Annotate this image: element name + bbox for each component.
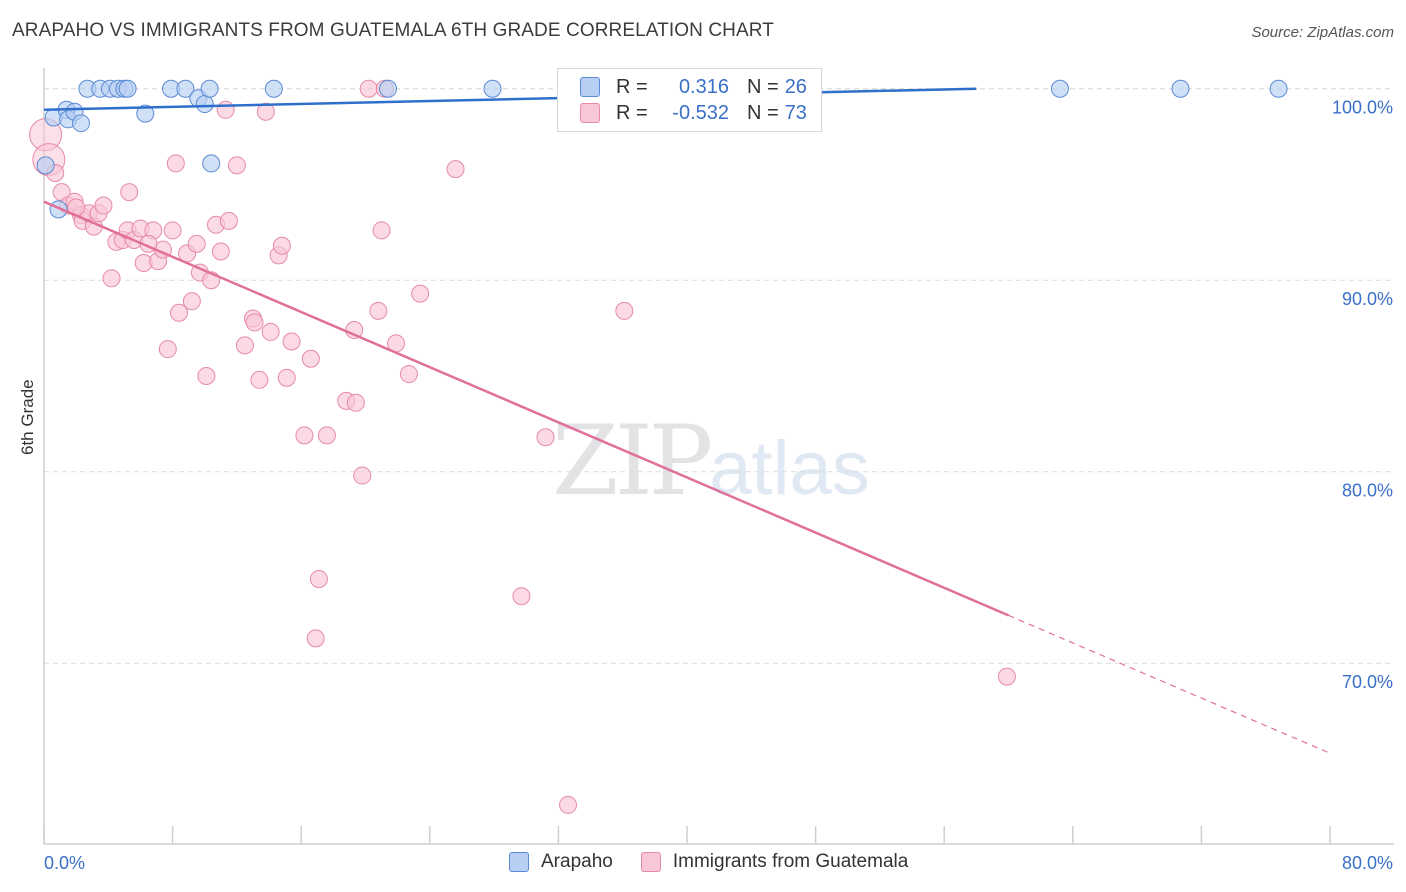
chart-title: ARAPAHO VS IMMIGRANTS FROM GUATEMALA 6TH… (12, 20, 774, 41)
guatemala-point (102, 269, 121, 288)
guatemala-point (211, 242, 230, 261)
arapaho-point (483, 79, 502, 98)
guatemala-point (615, 301, 634, 320)
guatemala-point (317, 426, 336, 445)
legend-r-value: -0.532 (672, 101, 729, 124)
guatemala-point (216, 100, 235, 119)
guatemala-point (446, 160, 465, 179)
legend-item-guatemala[interactable]: Immigrants from Guatemala (640, 851, 909, 873)
source-label: Source: ZipAtlas.com (1251, 24, 1394, 41)
tick-labels: 70.0% 80.0% 90.0% 100.0% 0.0% 80.0% (44, 98, 1393, 873)
arapaho-point (36, 156, 55, 175)
guatemala-point (261, 322, 280, 341)
guatemala-points (29, 79, 1016, 814)
y-axis-title: 6th Grade (18, 379, 37, 455)
guatemala-point (372, 221, 391, 240)
guatemala-point (301, 349, 320, 368)
guatemala-point (282, 332, 301, 351)
arapaho-point (195, 95, 214, 114)
guatemala-point (163, 221, 182, 240)
arapaho-point (379, 79, 398, 98)
guatemala-point (187, 234, 206, 253)
legend-n-value: 73 (784, 101, 807, 124)
guatemala-point (369, 301, 388, 320)
y-tick-label: 100.0% (1332, 98, 1393, 118)
guatemala-point (997, 667, 1016, 686)
arapaho-point (1050, 79, 1069, 98)
legend-r-value: 0.316 (678, 75, 729, 98)
legend-label-arapaho: Arapaho (541, 851, 613, 872)
guatemala-point (250, 370, 269, 389)
guatemala-point (197, 366, 216, 385)
arapaho-point (1171, 79, 1190, 98)
x-tick-label: 80.0% (1342, 853, 1393, 873)
grid-layer (44, 88, 1394, 664)
guatemala-point (277, 368, 296, 387)
arapaho-point (264, 79, 283, 98)
guatemala-point (346, 393, 365, 412)
guatemala-point (353, 466, 372, 485)
guatemala-point (182, 292, 201, 311)
guatemala-point (235, 336, 254, 355)
guatemala-point (170, 303, 189, 322)
legend-n-value: 26 (784, 75, 807, 98)
arapaho-point (1269, 79, 1288, 98)
guatemala-point (245, 313, 264, 332)
series-legend: Arapaho Immigrants from Guatemala (509, 851, 936, 873)
legend-label-guatemala: Immigrants from Guatemala (672, 851, 909, 872)
arapaho-point (71, 114, 90, 133)
stats-legend: R = 0.316 N = 26 R = -0.532 N = 73 (557, 68, 822, 132)
guatemala-point (359, 79, 378, 98)
legend-swatch-arapaho (509, 852, 529, 872)
arapaho-point (118, 79, 137, 98)
guatemala-point (536, 428, 555, 447)
arapaho-point (136, 104, 155, 123)
y-tick-label: 80.0% (1342, 481, 1393, 501)
guatemala-point (295, 426, 314, 445)
legend-swatch-arapaho (580, 77, 600, 97)
guatemala-point (120, 183, 139, 202)
legend-row-guatemala: R = -0.532 N = 73 (580, 100, 807, 126)
trend-lines (43, 87, 1331, 754)
legend-n-label: N = (747, 101, 779, 124)
x-tick-label: 0.0% (44, 853, 85, 873)
guatemala-point (512, 587, 531, 606)
legend-r-label: R = (616, 75, 648, 98)
y-tick-label: 90.0% (1342, 289, 1393, 309)
legend-item-arapaho[interactable]: Arapaho (509, 851, 613, 873)
guatemala-point (94, 196, 113, 215)
guatemala-point (219, 211, 238, 230)
arapaho-point (176, 79, 195, 98)
y-tick-label: 70.0% (1342, 672, 1393, 692)
guatemala-trend-solid (43, 200, 1009, 617)
guatemala-point (256, 102, 275, 121)
guatemala-point (272, 236, 291, 255)
legend-swatch-guatemala (580, 103, 600, 123)
guatemala-point (166, 154, 185, 173)
legend-row-arapaho: R = 0.316 N = 26 (580, 74, 807, 100)
arapaho-point (200, 79, 219, 98)
legend-swatch-guatemala (640, 852, 661, 872)
guatemala-point (411, 284, 430, 303)
guatemala-point (559, 795, 578, 814)
guatemala-point (227, 156, 246, 175)
guatemala-trend-dashed (1008, 614, 1331, 754)
legend-r-label: R = (616, 101, 648, 124)
legend-n-label: N = (747, 75, 779, 98)
arapaho-point (202, 154, 221, 173)
guatemala-point (158, 340, 177, 359)
guatemala-point (309, 569, 328, 588)
guatemala-point (306, 629, 325, 648)
guatemala-point (399, 365, 418, 384)
axis-layer (43, 68, 1394, 845)
